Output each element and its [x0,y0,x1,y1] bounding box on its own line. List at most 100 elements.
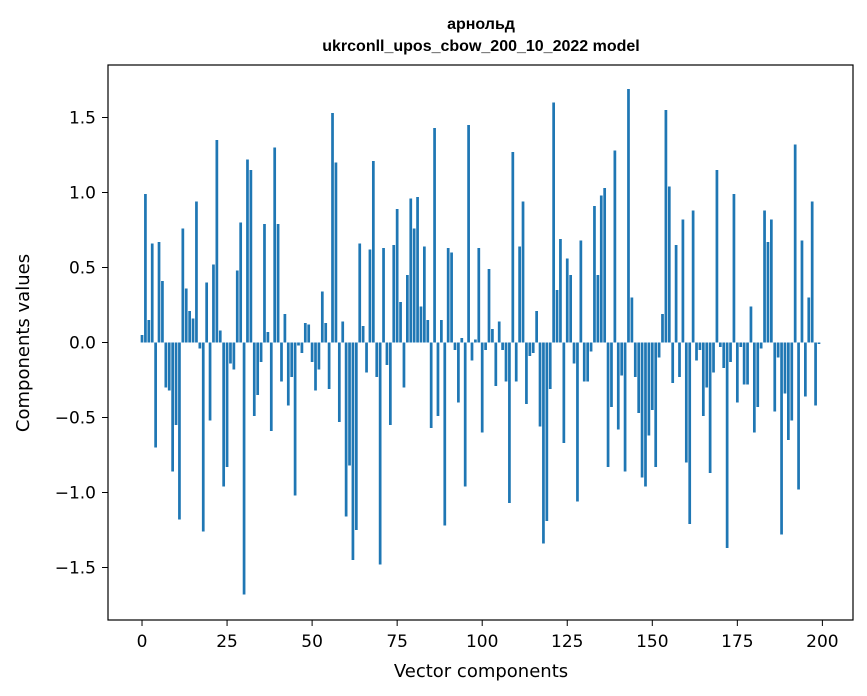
bar [361,326,365,343]
bar [269,342,273,431]
bar [423,246,426,343]
bar [144,194,147,343]
bar [453,342,457,350]
bar [147,320,151,343]
bar [385,342,389,365]
x-tick-label: 75 [386,632,408,652]
bar [667,186,671,343]
bar [780,342,783,535]
bar [616,342,620,430]
bar [559,239,562,343]
bars-group [140,89,821,595]
bar [756,342,760,407]
x-tick-label: 150 [636,632,668,652]
bar [178,342,181,520]
x-axis-ticks: 0 25 50 75 100 125 150 175 200 [137,620,839,652]
bar [691,210,695,343]
bar [477,248,481,343]
bar [460,338,464,343]
bar [484,342,487,350]
bar [307,324,311,343]
bar [246,159,249,343]
bar [769,219,773,343]
bar [555,290,559,343]
bar [157,242,161,343]
bar [235,270,239,343]
bar [283,314,287,343]
bar [497,321,501,343]
bar [688,342,692,524]
bar [263,224,266,343]
bar [623,342,627,472]
bar [320,291,324,343]
bar [647,342,651,436]
bar [450,252,453,343]
bar [412,228,416,343]
bar [746,342,749,385]
bar [725,342,729,548]
bar [800,240,804,343]
bar [317,342,321,370]
bar [222,342,226,487]
bar [708,342,712,473]
bar [514,342,518,382]
bar [232,342,236,370]
bar [531,342,535,353]
bar [542,342,545,544]
bar [701,342,705,416]
bar [174,342,178,425]
bar [739,342,743,347]
bar [443,342,447,526]
bar [406,275,409,343]
bar [630,297,634,343]
bar [640,342,644,478]
bar [457,342,460,403]
x-tick-label: 175 [721,632,753,652]
bar [344,342,348,517]
bar [416,197,419,343]
bar [586,342,590,382]
bar [579,240,583,343]
bar [576,342,579,502]
bar [371,161,375,343]
bar [395,209,399,343]
bar [589,342,593,352]
y-tick-label: 0.0 [69,334,96,354]
y-axis-label: Components values [13,254,34,432]
bar [446,248,450,343]
bar [599,195,603,343]
bar [188,311,192,343]
bar [467,125,470,343]
bar [191,318,195,343]
bar [787,342,790,440]
bar [208,342,212,421]
bar [763,210,766,343]
bar [606,342,610,467]
bar [814,342,817,406]
bar [511,152,515,343]
bar [804,342,807,397]
bar [650,342,654,410]
bar [671,342,675,383]
x-tick-label: 0 [137,632,148,652]
bar [674,245,678,343]
bar [419,306,423,343]
bar [790,342,794,421]
bar [171,342,174,472]
bar [603,188,607,343]
bar [810,201,814,343]
bar [712,342,715,373]
bar [783,342,787,394]
bar [225,342,229,467]
bar [538,342,542,427]
bar [402,342,406,388]
bar [718,342,722,347]
bar [705,342,709,388]
bar [249,170,253,343]
bar [276,224,280,343]
bar [399,302,402,343]
bar [201,342,205,532]
y-tick-label: −1.0 [55,484,96,504]
x-axis-label: Vector components [394,661,568,682]
bar [797,342,800,490]
